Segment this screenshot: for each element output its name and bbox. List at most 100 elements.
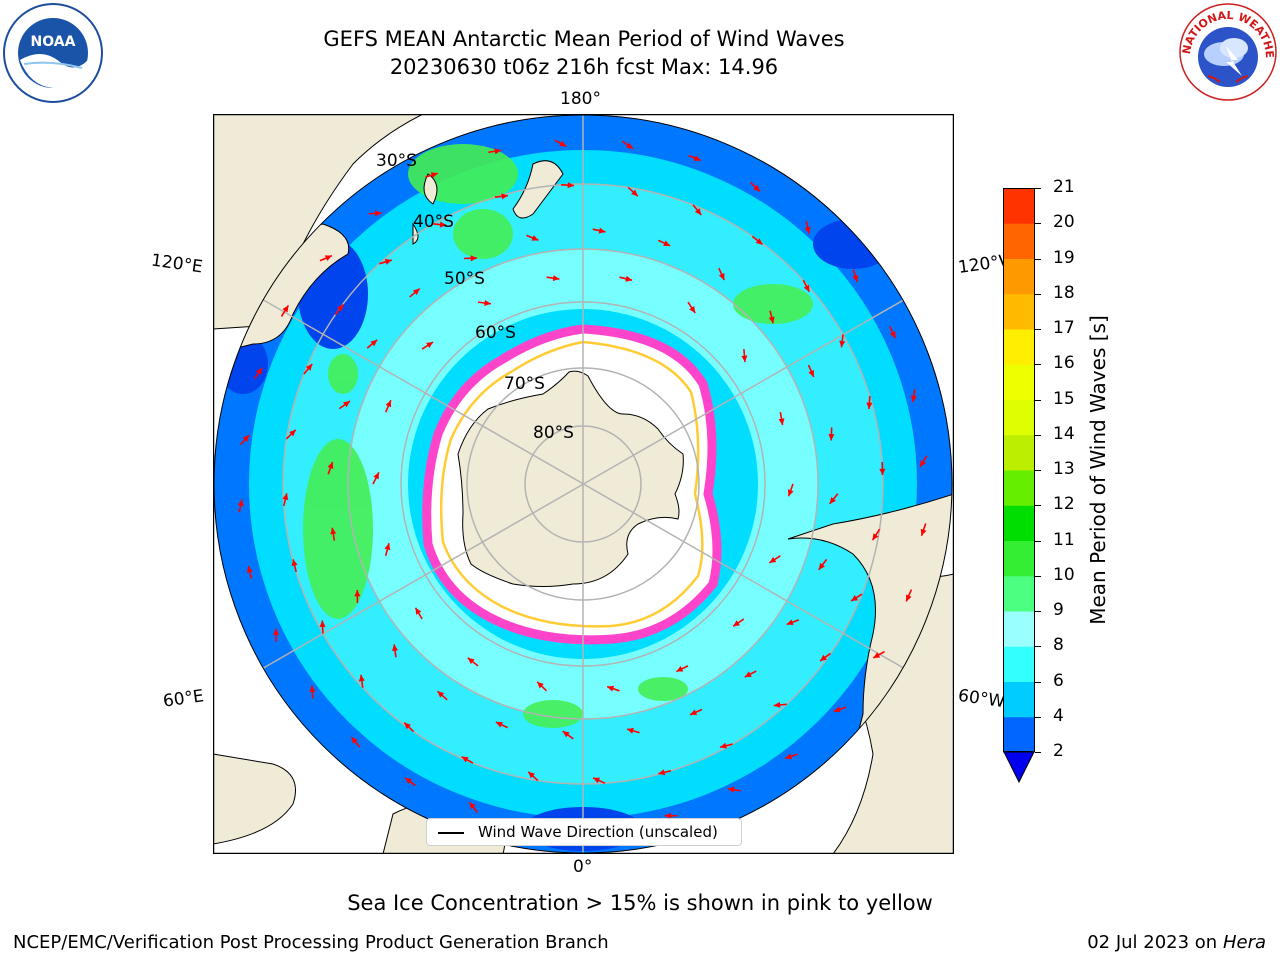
wind-wave-arrowhead [330, 527, 337, 535]
colorbar-tick-mark [1035, 540, 1041, 542]
wind-wave-arrowhead [567, 182, 575, 189]
map-legend: Wind Wave Direction (unscaled) [426, 818, 742, 846]
lat-label-50s: 50°S [444, 269, 485, 289]
wind-wave-arrowhead [733, 620, 741, 627]
colorbar-segment [1003, 470, 1035, 506]
wind-wave-arrowhead [384, 258, 392, 265]
wind-wave-arrowhead [337, 304, 344, 312]
colorbar-segment [1003, 188, 1035, 224]
wind-wave-arrowhead [426, 342, 434, 348]
wind-wave-arrowhead [559, 140, 567, 147]
wind-wave-arrowhead [768, 316, 775, 324]
wind-wave-arrowhead [829, 497, 836, 504]
colorbar-segment [1003, 434, 1035, 471]
wind-wave-arrowhead [866, 402, 873, 410]
wind-wave-arrowhead [694, 208, 702, 215]
lat-label-60s: 60°S [475, 323, 516, 343]
wind-wave-arrowhead [787, 489, 794, 497]
wind-wave-arrowhead [873, 652, 881, 658]
wind-wave-arrowhead [852, 275, 859, 282]
colorbar-tick-mark [1035, 399, 1041, 401]
wind-wave-arrowhead [354, 589, 361, 597]
colorbar-tick-mark [1035, 505, 1041, 507]
wind-wave-arrowhead [690, 709, 698, 716]
lon-label-60w: 60°W [956, 685, 1007, 713]
sea-ice-caption: Sea Ice Concentration > 15% is shown in … [347, 891, 933, 915]
lat-label-30s: 30°S [376, 151, 417, 171]
colorbar [1003, 188, 1035, 784]
wind-wave-arrowhead [905, 594, 912, 602]
wind-wave-arrowhead [351, 737, 358, 744]
colorbar-tick-mark [1035, 470, 1041, 471]
wind-wave-arrowhead [769, 556, 777, 563]
noaa-logo: NOAA [3, 3, 103, 103]
wind-wave-arrowhead [879, 468, 886, 476]
wind-wave-arrowhead [773, 701, 781, 708]
wind-wave-arrowhead [404, 722, 411, 730]
colorbar-tick-mark [1035, 611, 1041, 612]
wind-wave-arrowhead [820, 654, 827, 661]
wind-wave-arrowhead [753, 184, 760, 192]
wind-wave-arrowhead [256, 367, 263, 375]
colorbar-tick-label: 17 [1053, 318, 1075, 338]
colorbar-tick-mark [1035, 364, 1041, 366]
colorbar-tick-mark [1035, 681, 1041, 683]
wind-wave-arrowhead [384, 543, 391, 551]
colorbar-segment [1003, 611, 1035, 647]
wind-wave-arrowhead [786, 619, 794, 626]
colorbar-tick-mark [1035, 258, 1041, 260]
wind-wave-arrowhead [319, 620, 326, 628]
colorbar-segment [1003, 575, 1035, 612]
wind-wave-arrowhead [309, 685, 316, 692]
colorbar-tick-mark [1035, 293, 1041, 295]
colorbar-tick-mark [1035, 329, 1041, 330]
wind-wave-arrowhead [327, 462, 334, 469]
colorbar-label: Mean Period of Wind Waves [s] [1086, 315, 1110, 625]
colorbar-tick-label: 12 [1053, 494, 1075, 515]
colorbar-tick-label: 13 [1053, 459, 1075, 479]
colorbar-segment [1003, 540, 1035, 577]
wind-wave-arrowhead [412, 288, 420, 296]
antarctica-land [457, 370, 684, 587]
wind-wave-arrowhead [528, 771, 535, 779]
wind-wave-arrowhead [370, 339, 378, 347]
wind-wave-arrowhead [537, 681, 544, 689]
colorbar-segment [1003, 329, 1035, 365]
wind-wave-arrowhead [839, 340, 846, 348]
noaa-text: NOAA [31, 34, 76, 50]
wind-wave-arrowhead [755, 238, 763, 245]
chart-subtitle: 20230630 t06z 216h fcst Max: 14.96 [389, 55, 779, 79]
legend-label: Wind Wave Direction (unscaled) [478, 823, 718, 841]
colorbar-tick-label: 2 [1053, 741, 1064, 761]
legend-line-icon [438, 832, 464, 834]
wind-wave-arrowhead [607, 685, 615, 692]
colorbar-extend-triangle [1003, 751, 1035, 784]
wind-wave-arrowhead [744, 671, 752, 677]
footer-date: 02 Jul 2023 on Hera [1087, 932, 1266, 953]
wind-wave-arrowhead [375, 210, 382, 217]
colorbar-tick-label: 8 [1053, 635, 1064, 656]
colorbar-segment [1003, 293, 1035, 330]
colorbar-tick-mark [1035, 575, 1041, 577]
polar-stereographic-map [212, 113, 955, 855]
colorbar-segment [1003, 646, 1035, 682]
wind-wave-arrowhead [246, 566, 253, 573]
wind-wave-arrowhead [415, 607, 422, 615]
colorbar-tick-mark [1035, 223, 1041, 225]
colorbar-tick-label: 19 [1053, 247, 1075, 268]
wind-wave-arrowhead [439, 221, 447, 228]
wind-wave-arrowhead [391, 644, 399, 652]
lon-label-0: 0° [573, 857, 593, 877]
lat-label-40s: 40°S [413, 212, 454, 232]
wind-wave-arrowhead [828, 434, 835, 441]
colorbar-segment [1003, 399, 1035, 436]
colorbar-tick-mark [1035, 434, 1041, 436]
wind-wave-arrowhead [562, 731, 570, 738]
colorbar-tick-label: 4 [1053, 705, 1064, 726]
footer-host: Hera [1222, 932, 1266, 953]
wind-wave-arrowhead [343, 401, 350, 408]
wind-wave-arrowhead [818, 562, 825, 570]
wind-wave-arrowhead [627, 727, 634, 734]
wind-wave-arrowhead [664, 812, 672, 819]
wind-wave-arrowhead [851, 595, 859, 601]
